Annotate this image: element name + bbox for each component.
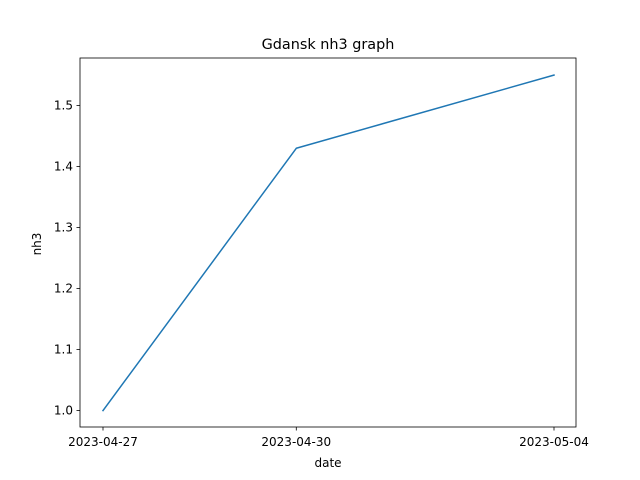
y-tick-label: 1.3 xyxy=(54,221,73,235)
y-tick-label: 1.5 xyxy=(54,99,73,113)
x-axis-label: date xyxy=(314,456,341,470)
y-tick-label: 1.1 xyxy=(54,343,73,357)
y-tick-label: 1.0 xyxy=(54,404,73,418)
y-tick-label: 1.2 xyxy=(54,282,73,296)
y-axis-label: nh3 xyxy=(30,233,44,256)
x-tick-label: 2023-05-04 xyxy=(519,435,589,449)
plot-frame xyxy=(79,57,577,428)
x-tick-label: 2023-04-27 xyxy=(68,435,138,449)
chart-title: Gdansk nh3 graph xyxy=(262,37,395,53)
y-tick-label: 1.4 xyxy=(54,160,73,174)
series-line-0 xyxy=(101,74,555,412)
x-tick-label: 2023-04-30 xyxy=(261,435,331,449)
plot-area: 1.0 1.1 1.2 1.3 1.4 1.5 2023-04-27 2023-04-30 20… xyxy=(54,57,589,449)
